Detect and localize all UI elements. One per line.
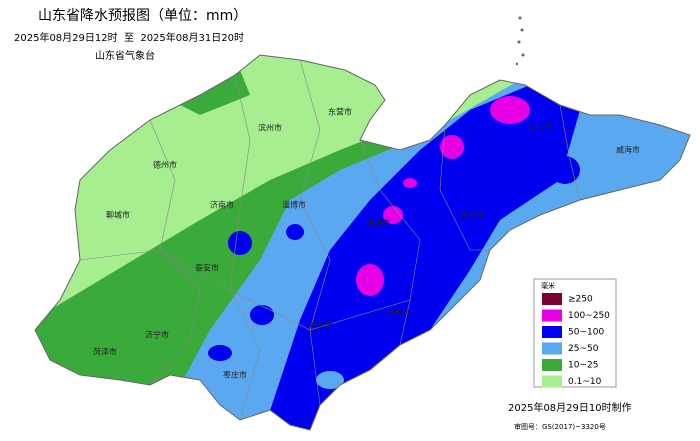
city-label: 德州市	[153, 160, 177, 170]
city-label: 威海市	[616, 145, 640, 155]
city-label: 日照市	[386, 308, 410, 318]
issuer: 山东省气象台	[95, 49, 155, 62]
city-label: 潍坊市	[366, 218, 390, 228]
province-outline	[34, 54, 691, 431]
legend-label: 10~25	[568, 361, 598, 371]
map-title: 山东省降水预报图（单位：mm）	[38, 8, 247, 24]
islands	[515, 16, 525, 66]
city-label: 济宁市	[145, 330, 169, 340]
city-label: 滨州市	[258, 123, 282, 133]
city-label: 东营市	[328, 107, 352, 117]
legend-swatch	[542, 375, 562, 388]
forecast-period: 2025年08月29日12时 至 2025年08月31日20时	[14, 31, 244, 44]
city-label: 聊城市	[106, 210, 130, 220]
made-time: 2025年08月29日10时制作	[508, 401, 632, 414]
legend-title: 毫米	[541, 281, 555, 290]
legend-swatch	[542, 326, 562, 338]
legend-label: 100~250	[568, 311, 610, 321]
city-label: 淄博市	[282, 200, 306, 210]
legend: ≥250 100~250 50~100 25~50 10~25 0.1~10	[542, 293, 610, 388]
legend-label: 0.1~10	[568, 377, 602, 387]
city-label: 枣庄市	[223, 370, 247, 380]
city-label: 青岛市	[460, 210, 484, 220]
city-label: 烟台市	[528, 122, 552, 132]
legend-label: ≥250	[568, 295, 593, 305]
legend-label: 25~50	[568, 344, 599, 354]
legend-label: 50~100	[568, 328, 604, 338]
city-label: 菏泽市	[93, 347, 117, 357]
approval-number: 审图号：GS(2017)~3320号	[514, 422, 606, 431]
city-label: 济南市	[210, 200, 234, 210]
legend-swatch	[542, 342, 562, 355]
legend-swatch	[542, 293, 562, 305]
boundaries	[79, 59, 581, 421]
city-label: 临沂市	[309, 320, 333, 330]
legend-swatch	[542, 309, 562, 322]
city-label: 泰安市	[195, 263, 219, 273]
legend-swatch	[542, 359, 562, 371]
